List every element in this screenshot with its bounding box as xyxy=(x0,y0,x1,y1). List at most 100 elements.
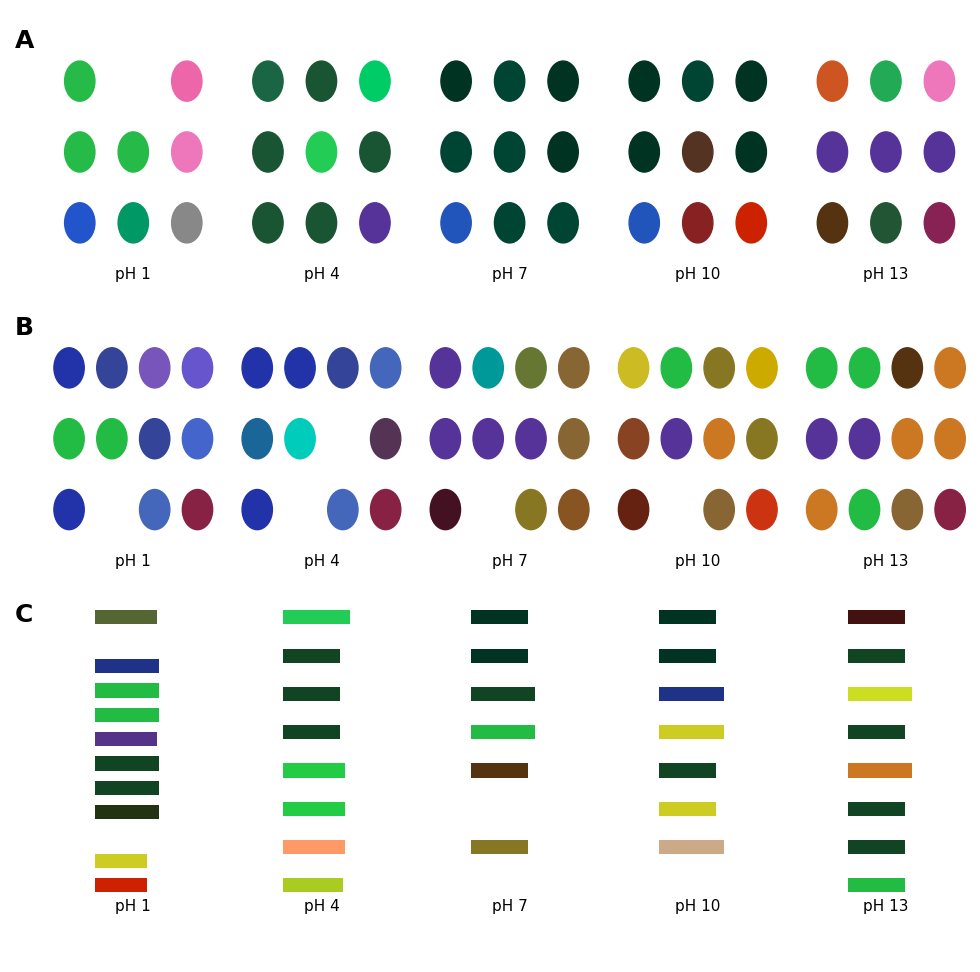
Circle shape xyxy=(430,419,461,459)
Circle shape xyxy=(430,348,461,388)
Text: pH 13: pH 13 xyxy=(863,899,908,914)
Circle shape xyxy=(892,490,922,530)
Circle shape xyxy=(430,490,461,530)
Circle shape xyxy=(747,348,777,388)
Circle shape xyxy=(253,61,283,101)
Circle shape xyxy=(285,348,316,388)
Circle shape xyxy=(473,348,504,388)
Circle shape xyxy=(662,348,692,388)
Circle shape xyxy=(307,203,336,243)
Circle shape xyxy=(559,490,589,530)
Text: pH 10: pH 10 xyxy=(675,554,720,569)
Circle shape xyxy=(736,132,766,172)
Circle shape xyxy=(473,419,504,459)
Bar xyxy=(95,781,159,795)
Circle shape xyxy=(807,490,837,530)
Circle shape xyxy=(850,419,880,459)
Bar xyxy=(95,683,159,698)
Text: pH 1: pH 1 xyxy=(116,899,151,914)
Circle shape xyxy=(139,419,170,459)
Text: pH 1: pH 1 xyxy=(116,554,151,569)
Circle shape xyxy=(441,203,471,243)
Bar xyxy=(848,802,905,816)
Circle shape xyxy=(285,419,316,459)
Circle shape xyxy=(172,61,202,101)
Circle shape xyxy=(307,61,336,101)
Text: pH 10: pH 10 xyxy=(675,899,720,914)
Text: A: A xyxy=(15,29,34,53)
Circle shape xyxy=(253,132,283,172)
Circle shape xyxy=(683,203,712,243)
Circle shape xyxy=(119,132,148,172)
Text: pH 7: pH 7 xyxy=(492,554,527,569)
Circle shape xyxy=(817,203,848,243)
Circle shape xyxy=(548,203,578,243)
Bar xyxy=(95,708,159,722)
Circle shape xyxy=(935,348,965,388)
Circle shape xyxy=(327,490,358,530)
Text: pH 7: pH 7 xyxy=(492,267,527,282)
Bar xyxy=(283,763,345,778)
Circle shape xyxy=(139,490,170,530)
Circle shape xyxy=(618,348,649,388)
Circle shape xyxy=(704,348,734,388)
Text: pH 4: pH 4 xyxy=(304,899,339,914)
Circle shape xyxy=(817,61,848,101)
Circle shape xyxy=(307,132,336,172)
Bar xyxy=(848,879,905,892)
Circle shape xyxy=(817,132,848,172)
Circle shape xyxy=(360,61,390,101)
Text: pH 1: pH 1 xyxy=(116,267,151,282)
Text: pH 7: pH 7 xyxy=(492,899,527,914)
Text: pH 4: pH 4 xyxy=(304,267,339,282)
Bar xyxy=(660,763,716,778)
Circle shape xyxy=(662,419,692,459)
Circle shape xyxy=(172,132,202,172)
Circle shape xyxy=(65,132,95,172)
Bar xyxy=(95,659,159,674)
Circle shape xyxy=(850,490,880,530)
Circle shape xyxy=(495,61,524,101)
Circle shape xyxy=(704,490,734,530)
Circle shape xyxy=(360,203,390,243)
Circle shape xyxy=(736,203,766,243)
Circle shape xyxy=(871,61,901,101)
Circle shape xyxy=(172,203,202,243)
Circle shape xyxy=(253,203,283,243)
Bar xyxy=(660,687,723,701)
Bar xyxy=(283,648,340,663)
Circle shape xyxy=(182,348,213,388)
Circle shape xyxy=(242,419,272,459)
Circle shape xyxy=(548,132,578,172)
Bar xyxy=(471,763,528,778)
Bar xyxy=(283,687,340,701)
Circle shape xyxy=(629,132,660,172)
Circle shape xyxy=(515,490,546,530)
Text: C: C xyxy=(15,603,33,627)
Circle shape xyxy=(54,490,84,530)
Circle shape xyxy=(515,419,546,459)
Circle shape xyxy=(242,490,272,530)
Bar xyxy=(283,879,343,892)
Circle shape xyxy=(892,348,922,388)
Circle shape xyxy=(924,203,955,243)
Bar xyxy=(283,725,340,740)
Circle shape xyxy=(182,419,213,459)
Bar xyxy=(471,610,528,624)
Text: B: B xyxy=(15,316,33,340)
Circle shape xyxy=(54,419,84,459)
Bar xyxy=(95,756,159,771)
Circle shape xyxy=(871,203,901,243)
Bar xyxy=(848,648,905,663)
Circle shape xyxy=(139,348,170,388)
Bar xyxy=(848,610,905,624)
Bar xyxy=(848,725,905,740)
Circle shape xyxy=(360,132,390,172)
Circle shape xyxy=(924,132,955,172)
Bar xyxy=(471,840,528,854)
Circle shape xyxy=(871,132,901,172)
Circle shape xyxy=(747,490,777,530)
Circle shape xyxy=(182,490,213,530)
Bar xyxy=(95,610,157,624)
Circle shape xyxy=(119,203,148,243)
